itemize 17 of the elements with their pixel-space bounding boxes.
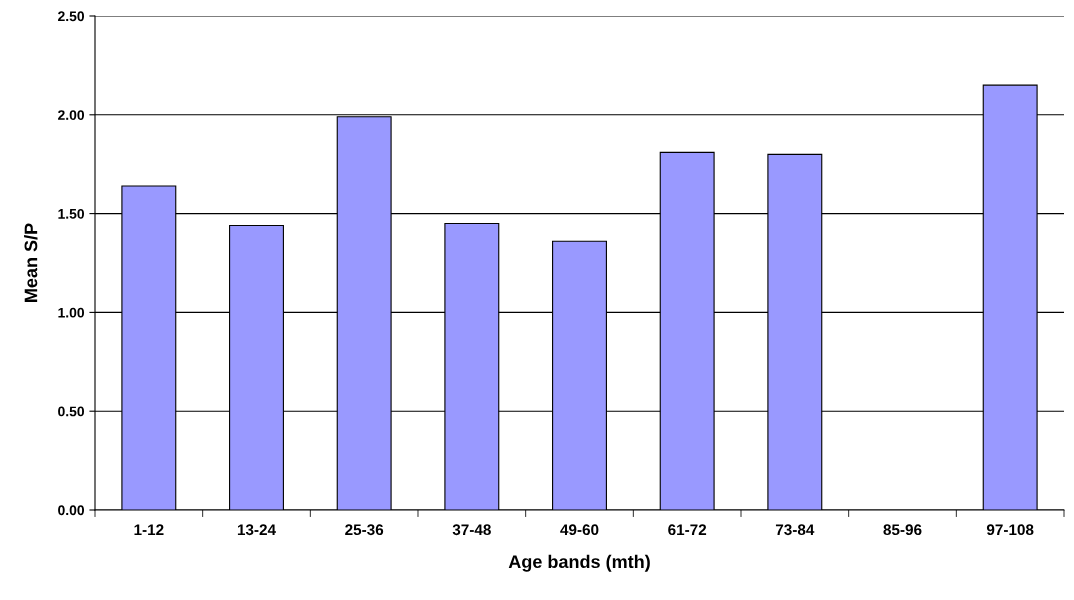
x-tick-label: 1-12 [134, 524, 164, 535]
x-tick-label: 49-60 [560, 524, 599, 536]
x-tick-label: 61-72 [668, 524, 707, 536]
y-tick-label: 0.50 [58, 406, 85, 417]
x-tick-label: 25-36 [345, 524, 384, 536]
x-tick-label: 37-48 [452, 524, 491, 536]
y-tick-label: 1.00 [58, 307, 85, 318]
x-axis-title: Age bands (mth) [508, 554, 650, 572]
x-tick-label: 13-24 [237, 524, 276, 536]
x-tick-label: 97-108 [986, 524, 1034, 536]
y-axis-title: Mean S/P [24, 223, 38, 302]
y-tick-label: 1.50 [58, 208, 85, 219]
x-tick-label: 85-96 [883, 524, 922, 536]
y-tick-label: 2.50 [58, 11, 85, 22]
y-tick-label: 0.00 [58, 505, 85, 516]
x-tick-label: 73-84 [775, 524, 815, 536]
y-tick-label: 2.00 [58, 110, 85, 120]
